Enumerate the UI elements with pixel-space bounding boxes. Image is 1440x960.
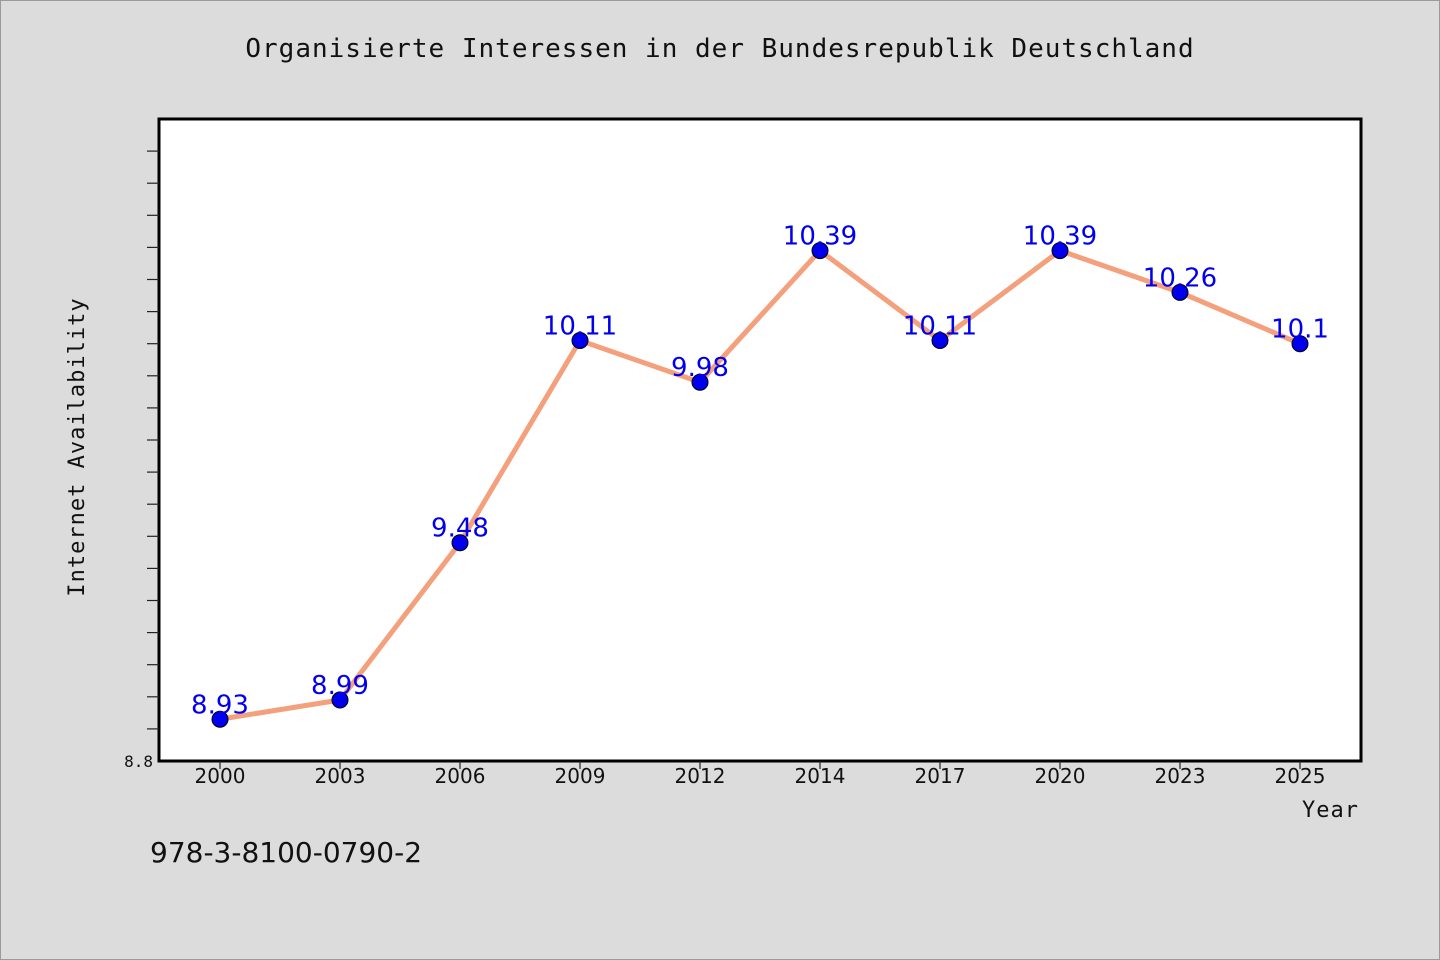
data-point (211, 710, 229, 728)
series-line (217, 248, 1303, 722)
x-tick-label: 2003 (315, 764, 366, 788)
x-tick-label: 2006 (435, 764, 486, 788)
data-label: 10.26 (1143, 263, 1217, 293)
x-tick-label: 2025 (1275, 764, 1326, 788)
data-label: 9.48 (431, 514, 489, 544)
data-point (1171, 283, 1189, 301)
plot-area (157, 117, 1363, 763)
data-label: 10.11 (903, 311, 977, 341)
x-tick-label: 2014 (795, 764, 846, 788)
data-label: 9.98 (671, 353, 729, 383)
y-axis-title: Internet Availability (65, 297, 90, 596)
data-point (451, 534, 469, 552)
data-point (1051, 242, 1069, 260)
footer-text: 978-3-8100-0790-2 (150, 836, 423, 869)
data-point (1291, 335, 1309, 353)
data-labels: 8.93 8.99 9.48 10.11 9.98 10.39 10.11 10.39 10.2… (191, 222, 1329, 721)
data-markers (211, 242, 1309, 728)
data-point (811, 242, 829, 260)
x-tick-label: 2023 (1155, 764, 1206, 788)
y-tick-label: 8.8 (124, 752, 153, 771)
x-tick-label: 2009 (555, 764, 606, 788)
x-axis-title: Year (1302, 798, 1359, 823)
data-point (331, 691, 349, 709)
chart-title: Organisierte Interessen in der Bundesrep… (245, 34, 1195, 64)
y-axis-ticks (147, 150, 159, 730)
data-label: 10.39 (783, 222, 857, 252)
data-label: 8.99 (311, 671, 369, 701)
data-point (571, 331, 589, 349)
data-label: 10.39 (1023, 222, 1097, 252)
data-point (931, 331, 949, 349)
data-label: 8.93 (191, 690, 249, 720)
x-axis-ticks (219, 761, 1301, 769)
x-tick-label: 2017 (915, 764, 966, 788)
data-label: 10.11 (543, 311, 617, 341)
data-point (691, 373, 709, 391)
data-label: 10.1 (1271, 315, 1329, 345)
x-tick-label: 2020 (1035, 764, 1086, 788)
x-tick-label: 2000 (195, 764, 246, 788)
x-tick-label: 2012 (675, 764, 726, 788)
x-tick-labels: 2000 2003 2006 2009 2012 2014 2017 2020 2023 2025 (195, 764, 1326, 788)
